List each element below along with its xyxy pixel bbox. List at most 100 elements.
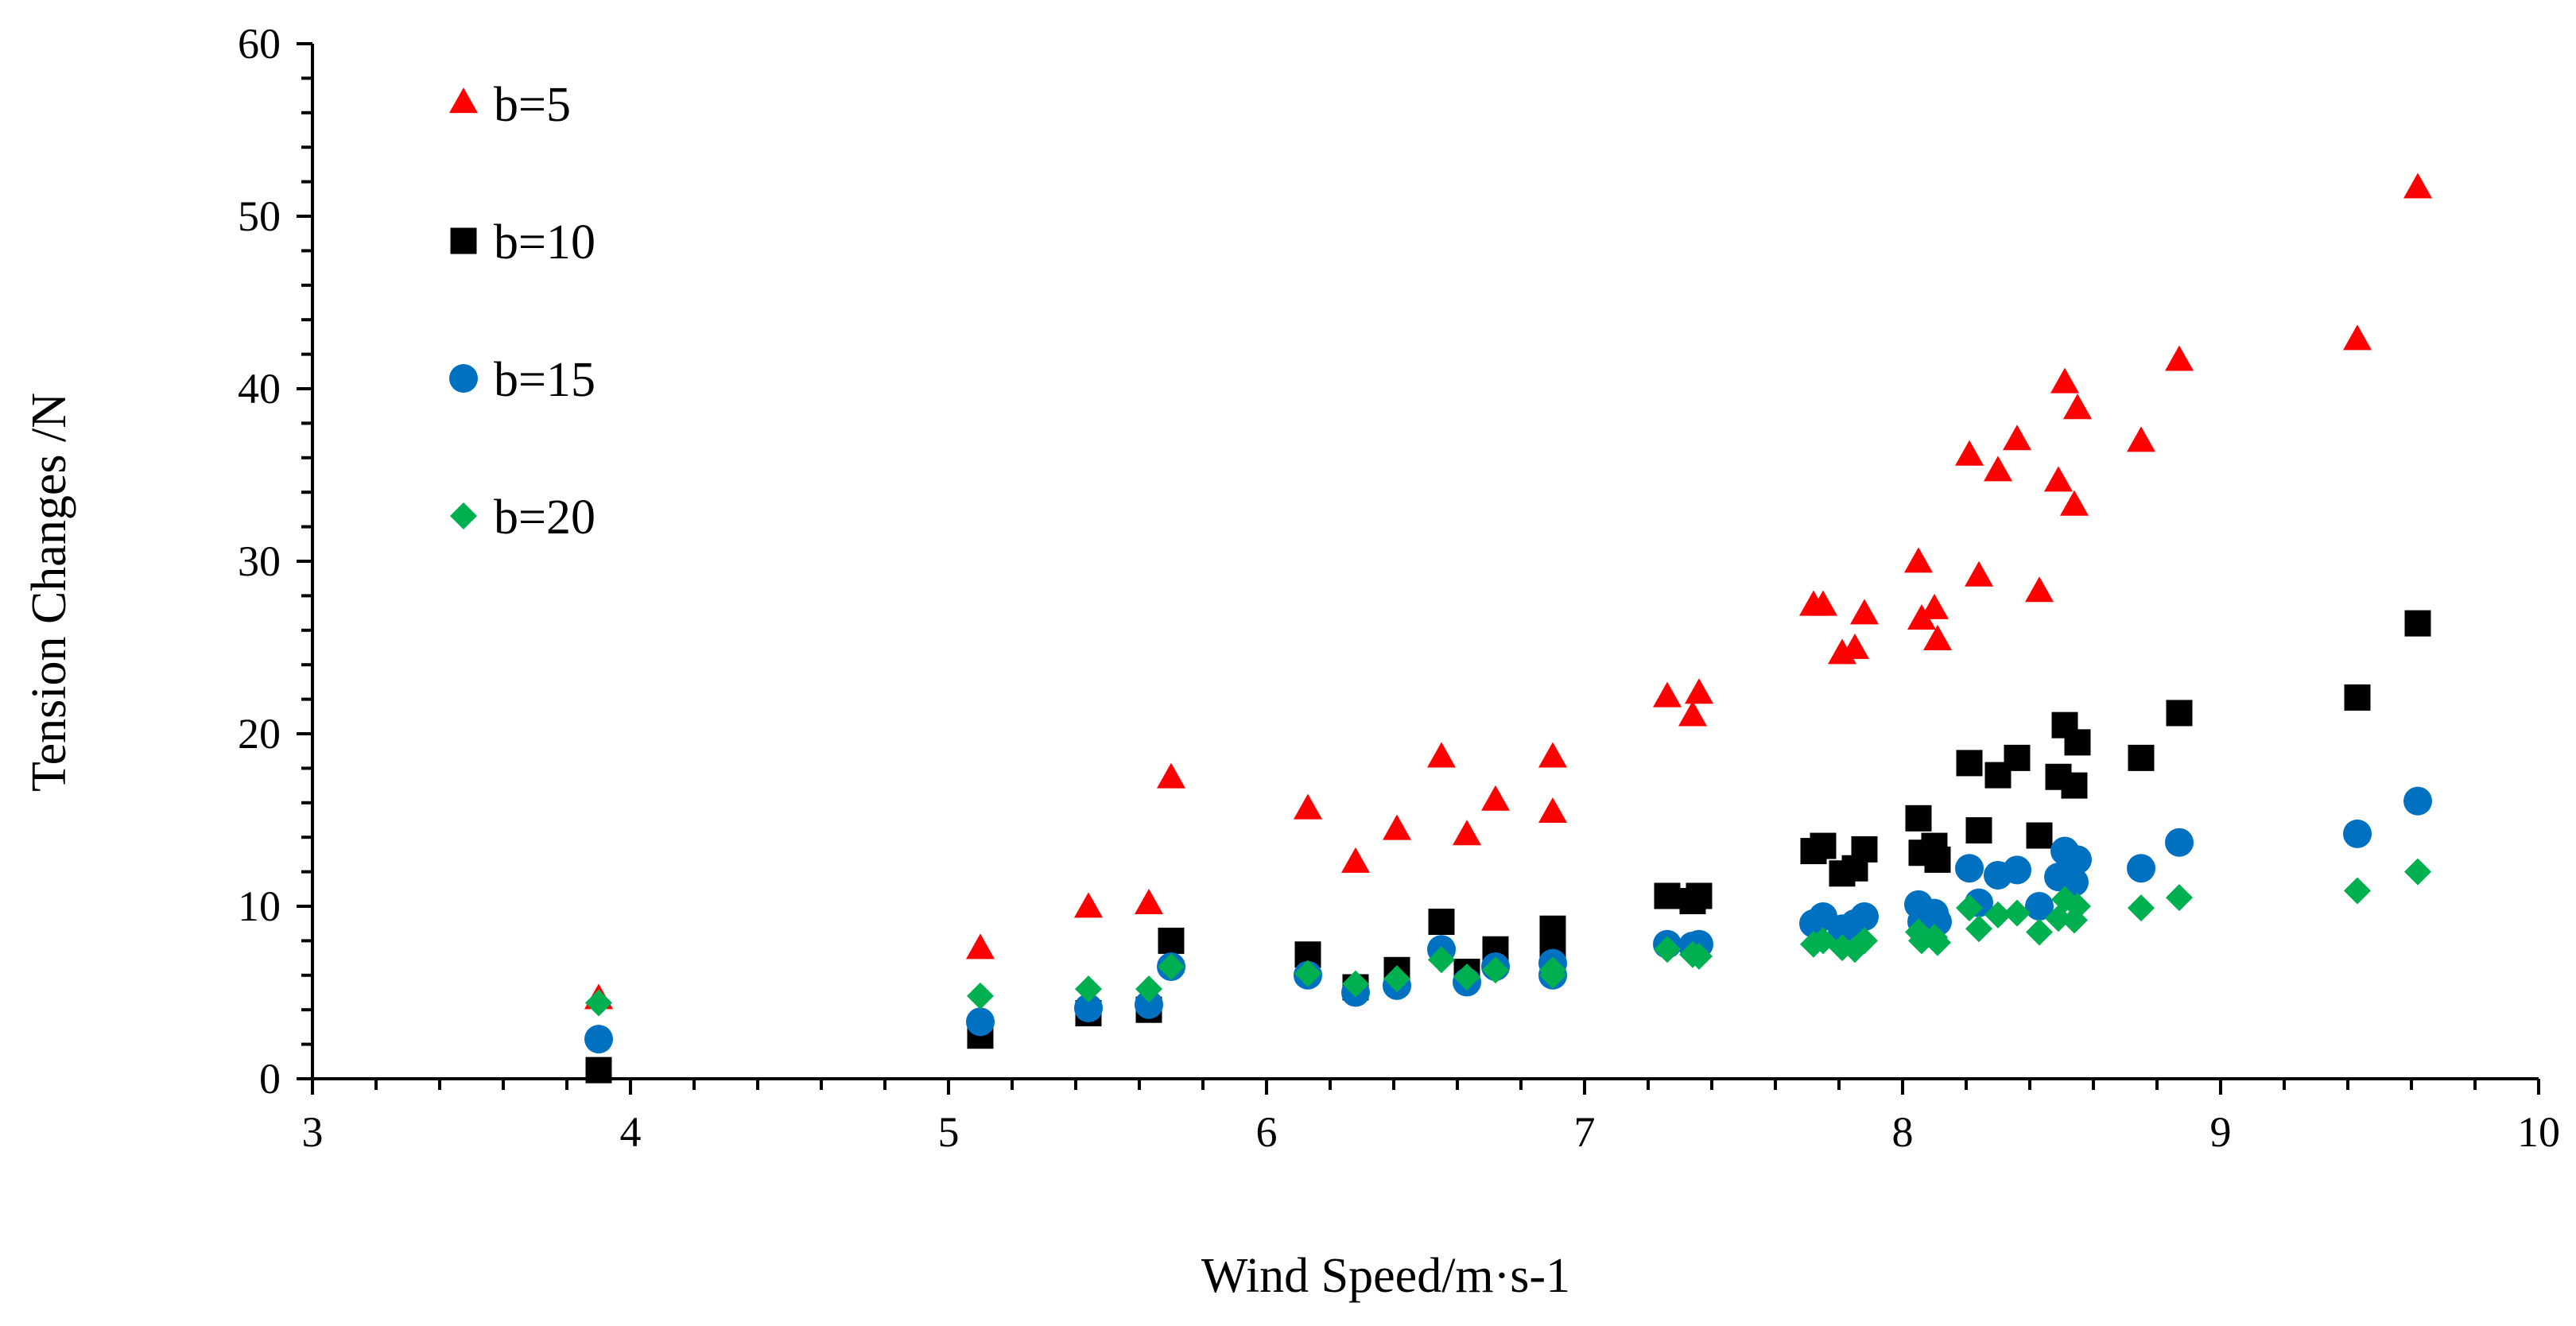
x-axis-title: Wind Speed/m·s-1 bbox=[1201, 1249, 1570, 1303]
data-point-diamond bbox=[1956, 894, 1983, 922]
data-point-triangle bbox=[1074, 892, 1103, 918]
data-point-diamond bbox=[1654, 936, 1681, 963]
y-tick-label: 60 bbox=[238, 20, 281, 68]
data-point-square bbox=[1158, 927, 1185, 954]
data-point-diamond bbox=[1984, 901, 2012, 929]
data-point-triangle bbox=[1965, 560, 1993, 587]
data-point-square bbox=[2344, 684, 2371, 711]
data-point-triangle bbox=[1678, 700, 1707, 727]
data-point-triangle bbox=[2165, 345, 2194, 371]
data-point-diamond bbox=[2026, 918, 2053, 946]
data-point-triangle bbox=[966, 933, 995, 960]
data-point-diamond bbox=[1851, 927, 1878, 955]
data-point-circle bbox=[2403, 786, 2432, 816]
data-point-square bbox=[2128, 744, 2155, 771]
data-point-circle bbox=[1850, 902, 1879, 932]
x-tick-label: 7 bbox=[1574, 1108, 1596, 1156]
x-tick-label: 6 bbox=[1256, 1108, 1278, 1156]
data-point-diamond bbox=[2128, 894, 2155, 922]
data-point-triangle bbox=[2003, 425, 2031, 451]
data-point-triangle bbox=[1538, 742, 1567, 768]
data-point-diamond bbox=[2004, 899, 2031, 927]
data-point-diamond bbox=[1428, 946, 1455, 974]
x-tick-label: 3 bbox=[302, 1108, 324, 1156]
data-point-diamond bbox=[585, 989, 612, 1017]
data-point-circle bbox=[1955, 854, 1984, 883]
data-point-diamond bbox=[1539, 961, 1566, 989]
data-point-square bbox=[2004, 744, 2031, 771]
x-tick-label: 9 bbox=[2210, 1108, 2232, 1156]
data-point-triangle bbox=[1904, 547, 1933, 573]
data-point-diamond bbox=[2404, 858, 2431, 886]
data-point-circle bbox=[2127, 854, 2155, 883]
legend-label: b=20 bbox=[494, 490, 596, 545]
data-point-triangle bbox=[2063, 394, 2092, 420]
data-point-triangle bbox=[1427, 742, 1456, 768]
data-point-triangle bbox=[1135, 888, 1163, 914]
data-point-square bbox=[1905, 805, 1932, 832]
data-point-triangle bbox=[2050, 367, 2079, 394]
x-tick-label: 8 bbox=[1892, 1108, 1914, 1156]
data-point-triangle bbox=[2403, 173, 2432, 199]
data-point-diamond bbox=[1686, 942, 1713, 970]
data-point-diamond bbox=[1135, 975, 1162, 1003]
data-point-square bbox=[1965, 817, 1992, 844]
legend-marker-square bbox=[450, 227, 477, 254]
data-point-square bbox=[2404, 610, 2431, 637]
data-point-triangle bbox=[2060, 490, 2089, 516]
data-point-square bbox=[1654, 882, 1681, 909]
data-point-triangle bbox=[2127, 426, 2155, 452]
legend-marker-triangle bbox=[449, 87, 478, 114]
data-point-circle bbox=[2063, 845, 2092, 874]
data-point-triangle bbox=[1923, 624, 1952, 650]
data-point-diamond bbox=[1342, 970, 1369, 998]
data-point-diamond bbox=[2166, 884, 2193, 912]
data-point-triangle bbox=[2343, 324, 2372, 351]
legend-item: b=20 bbox=[450, 490, 596, 545]
data-point-diamond bbox=[1075, 975, 1102, 1003]
data-point-square bbox=[2026, 822, 2053, 849]
legend-item: b=15 bbox=[449, 353, 596, 407]
legend-label: b=15 bbox=[494, 353, 596, 407]
legend-label: b=5 bbox=[494, 78, 571, 132]
data-points bbox=[584, 173, 2432, 1084]
data-point-square bbox=[1810, 832, 1837, 859]
data-point-diamond bbox=[1383, 965, 1410, 993]
data-point-circle bbox=[2165, 828, 2194, 857]
data-point-square bbox=[1686, 882, 1713, 909]
data-point-diamond bbox=[2344, 877, 2371, 905]
legend-marker-circle bbox=[449, 364, 478, 393]
data-point-triangle bbox=[1453, 820, 1481, 846]
data-point-square bbox=[585, 1057, 612, 1084]
data-point-circle bbox=[2343, 819, 2372, 848]
data-point-circle bbox=[2003, 855, 2031, 885]
data-point-triangle bbox=[1294, 793, 1322, 820]
data-point-triangle bbox=[2044, 466, 2073, 492]
data-point-triangle bbox=[1841, 633, 1869, 659]
y-tick-label: 10 bbox=[238, 882, 281, 930]
data-point-square bbox=[2064, 729, 2091, 756]
data-point-square bbox=[2166, 700, 2193, 727]
legend: b=5 b=10 b=15 b=20 bbox=[449, 78, 596, 545]
x-tick-label: 5 bbox=[938, 1108, 960, 1156]
series-b-5 bbox=[584, 173, 2432, 1010]
data-point-diamond bbox=[1965, 915, 1992, 943]
data-point-triangle bbox=[2025, 576, 2054, 603]
data-point-diamond bbox=[1158, 952, 1185, 980]
legend-marker-diamond bbox=[450, 502, 477, 529]
data-point-diamond bbox=[1453, 963, 1480, 991]
legend-label: b=10 bbox=[494, 215, 596, 269]
series-b-15 bbox=[584, 786, 2432, 1054]
y-tick-label: 0 bbox=[259, 1055, 281, 1103]
axis-ticks bbox=[297, 42, 2540, 1095]
x-tick-label: 4 bbox=[620, 1108, 642, 1156]
data-point-diamond bbox=[2064, 893, 2091, 920]
y-tick-label: 20 bbox=[238, 710, 281, 758]
y-tick-label: 50 bbox=[238, 192, 281, 240]
data-point-triangle bbox=[1653, 681, 1682, 708]
legend-item: b=5 bbox=[449, 78, 571, 132]
data-point-diamond bbox=[967, 982, 994, 1010]
legend-item: b=10 bbox=[450, 215, 596, 269]
data-point-triangle bbox=[1341, 847, 1370, 873]
